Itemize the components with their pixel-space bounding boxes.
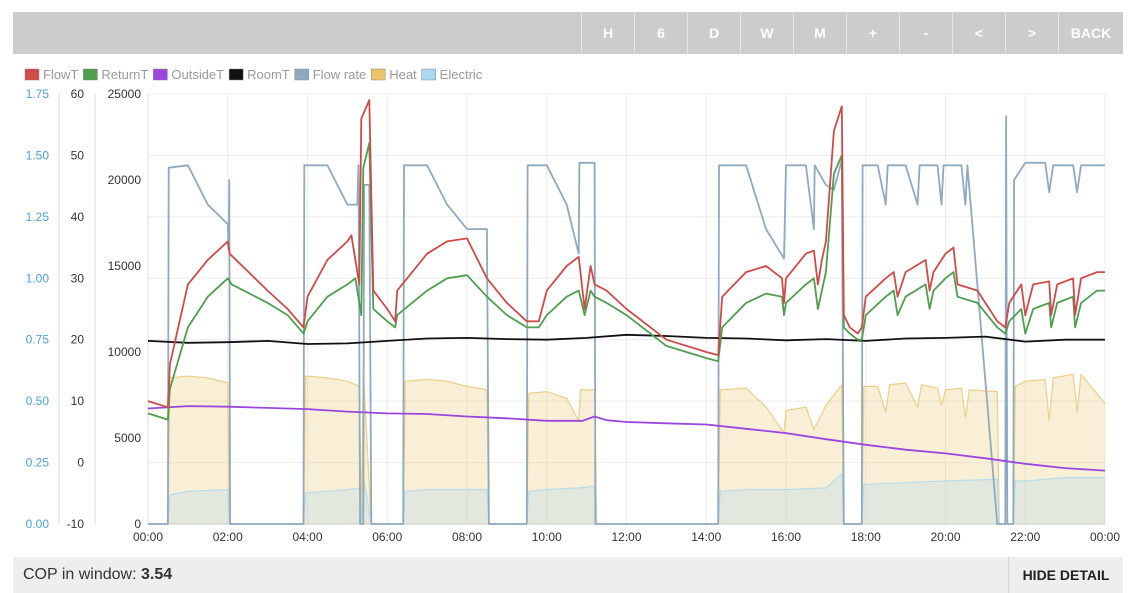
outside-temp-line xyxy=(147,405,1106,472)
x-tick-label: 00:00 xyxy=(133,530,163,544)
electric-area xyxy=(148,472,1105,525)
y-tick-power: 0 xyxy=(134,517,141,531)
flow-temp-line xyxy=(147,99,1105,409)
legend-label: Flow rate xyxy=(313,67,366,82)
cop-value: 3.54 xyxy=(140,566,173,583)
legend-swatch xyxy=(83,68,98,81)
y-tick-flow-rate: 0.00 xyxy=(26,517,50,531)
flow-rate-line xyxy=(148,115,1105,525)
y-tick-flow-rate: 1.50 xyxy=(26,148,50,162)
y-tick-flow-rate: 0.25 xyxy=(26,456,50,470)
x-tick-label: 18:00 xyxy=(851,530,881,544)
legend-label: FlowT xyxy=(43,67,78,82)
y-tick-temperature: 20 xyxy=(71,333,85,347)
legend-label: OutsideT xyxy=(171,67,224,82)
legend-swatch xyxy=(294,68,309,81)
y-tick-flow-rate: 0.75 xyxy=(26,333,50,347)
x-tick-label: 16:00 xyxy=(771,530,801,544)
cop-readout: COP in window: 3.54 xyxy=(23,566,172,584)
y-tick-flow-rate: 1.25 xyxy=(26,210,50,224)
range-hour-button[interactable]: H xyxy=(581,12,634,54)
legend-swatch xyxy=(421,68,436,81)
legend-label: RoomT xyxy=(247,67,290,82)
legend-label: Heat xyxy=(389,67,417,82)
y-tick-temperature: 50 xyxy=(71,148,85,162)
chart-svg: FlowT ReturnT OutsideT RoomT Flow rate Heat El… xyxy=(24,67,1120,544)
zoom-in-button[interactable]: + xyxy=(846,12,899,54)
x-tick-label: 20:00 xyxy=(930,530,960,544)
y-tick-temperature: -10 xyxy=(67,517,85,531)
y-tick-temperature: 40 xyxy=(71,210,85,224)
y-tick-temperature: 0 xyxy=(77,456,84,470)
y-tick-flow-rate: 1.00 xyxy=(26,271,50,285)
electric-area-fill xyxy=(148,474,1105,524)
legend-label: ReturnT xyxy=(101,67,148,82)
x-tick-label: 10:00 xyxy=(532,530,562,544)
heat-area-fill xyxy=(148,369,1105,524)
y-tick-temperature: 30 xyxy=(71,271,85,285)
range-month-button[interactable]: M xyxy=(793,12,846,54)
y-tick-flow-rate: 0.50 xyxy=(26,394,50,408)
x-tick-label: 06:00 xyxy=(372,530,402,544)
y-tick-power: 25000 xyxy=(108,87,142,101)
pan-left-button[interactable]: < xyxy=(952,12,1005,54)
return-temp-line xyxy=(147,142,1105,421)
toolbar: H 6 D W M + - < > BACK xyxy=(13,12,1123,54)
x-tick-label: 14:00 xyxy=(691,530,721,544)
x-tick-label: 04:00 xyxy=(292,530,322,544)
x-tick-label: 08:00 xyxy=(452,530,482,544)
room-temp-line xyxy=(147,333,1105,345)
y-tick-power: 10000 xyxy=(108,345,142,359)
y-tick-flow-rate: 1.75 xyxy=(26,87,50,101)
legend-swatch xyxy=(153,68,168,81)
range-6h-button[interactable]: 6 xyxy=(634,12,687,54)
y-tick-temperature: 60 xyxy=(71,87,85,101)
legend-label: Electric xyxy=(440,67,483,82)
cop-label: COP in window: xyxy=(23,566,137,583)
x-tick-label: 22:00 xyxy=(1010,530,1040,544)
y-tick-power: 15000 xyxy=(108,259,142,273)
back-button[interactable]: BACK xyxy=(1058,12,1123,54)
zoom-out-button[interactable]: - xyxy=(899,12,952,54)
x-tick-label: 02:00 xyxy=(213,530,243,544)
x-tick-label: 12:00 xyxy=(611,530,641,544)
range-button-group: H 6 D W M + - < > BACK xyxy=(581,12,1123,54)
range-day-button[interactable]: D xyxy=(687,12,740,54)
x-tick-label: 00:00 xyxy=(1090,530,1120,544)
range-week-button[interactable]: W xyxy=(740,12,793,54)
legend-swatch xyxy=(24,68,40,81)
hide-detail-button[interactable]: HIDE DETAIL xyxy=(1008,557,1123,593)
legend-swatch xyxy=(228,68,244,81)
pan-right-button[interactable]: > xyxy=(1005,12,1058,54)
footer-bar: COP in window: 3.54 HIDE DETAIL xyxy=(13,557,1123,593)
legend-swatch xyxy=(370,68,386,81)
y-tick-power: 20000 xyxy=(108,173,142,187)
y-tick-power: 5000 xyxy=(114,431,141,445)
chart-area: FlowT ReturnT OutsideT RoomT Flow rate Heat El… xyxy=(13,54,1123,555)
y-tick-temperature: 10 xyxy=(71,394,85,408)
